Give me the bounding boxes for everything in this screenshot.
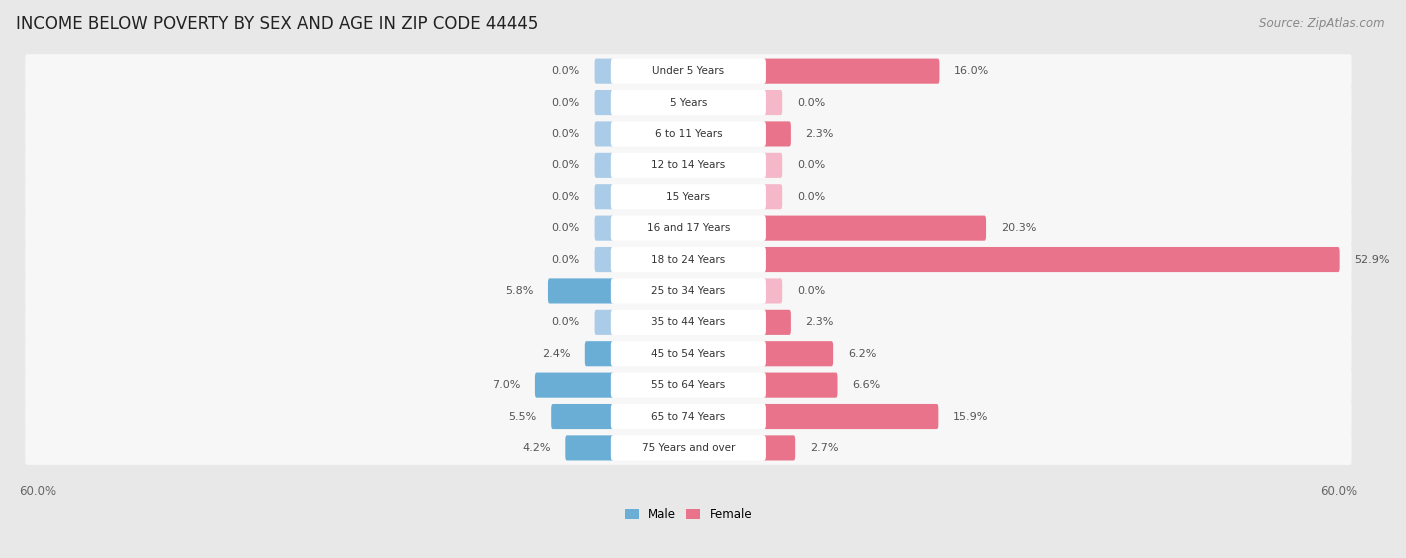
Text: 65 to 74 Years: 65 to 74 Years	[651, 411, 725, 421]
Text: 5.5%: 5.5%	[509, 411, 537, 421]
Text: 2.3%: 2.3%	[806, 129, 834, 139]
FancyBboxPatch shape	[610, 247, 766, 272]
Text: 7.0%: 7.0%	[492, 380, 520, 390]
Text: 18 to 24 Years: 18 to 24 Years	[651, 254, 725, 264]
FancyBboxPatch shape	[595, 247, 614, 272]
FancyBboxPatch shape	[565, 435, 614, 460]
FancyBboxPatch shape	[610, 122, 766, 147]
Legend: Male, Female: Male, Female	[624, 508, 752, 521]
Text: 12 to 14 Years: 12 to 14 Years	[651, 160, 725, 170]
Text: 20.3%: 20.3%	[1001, 223, 1036, 233]
FancyBboxPatch shape	[762, 247, 1340, 272]
Text: Under 5 Years: Under 5 Years	[652, 66, 724, 76]
FancyBboxPatch shape	[610, 435, 766, 460]
FancyBboxPatch shape	[762, 278, 782, 304]
FancyBboxPatch shape	[762, 435, 796, 460]
FancyBboxPatch shape	[762, 215, 986, 240]
Text: 0.0%: 0.0%	[551, 160, 579, 170]
FancyBboxPatch shape	[595, 153, 614, 178]
FancyBboxPatch shape	[595, 59, 614, 84]
FancyBboxPatch shape	[762, 341, 834, 366]
FancyBboxPatch shape	[610, 90, 766, 115]
FancyBboxPatch shape	[762, 153, 782, 178]
FancyBboxPatch shape	[595, 184, 614, 209]
FancyBboxPatch shape	[595, 215, 614, 240]
FancyBboxPatch shape	[25, 368, 1351, 402]
Text: 0.0%: 0.0%	[797, 192, 825, 202]
FancyBboxPatch shape	[25, 243, 1351, 277]
Text: 0.0%: 0.0%	[551, 254, 579, 264]
FancyBboxPatch shape	[762, 122, 790, 147]
FancyBboxPatch shape	[548, 278, 614, 304]
FancyBboxPatch shape	[25, 305, 1351, 339]
Text: 4.2%: 4.2%	[522, 443, 551, 453]
FancyBboxPatch shape	[25, 274, 1351, 308]
Text: 16 and 17 Years: 16 and 17 Years	[647, 223, 730, 233]
Text: 0.0%: 0.0%	[551, 98, 579, 108]
Text: 0.0%: 0.0%	[797, 286, 825, 296]
Text: 55 to 64 Years: 55 to 64 Years	[651, 380, 725, 390]
FancyBboxPatch shape	[25, 431, 1351, 465]
FancyBboxPatch shape	[585, 341, 614, 366]
Text: 0.0%: 0.0%	[551, 129, 579, 139]
Text: 5 Years: 5 Years	[669, 98, 707, 108]
Text: 2.3%: 2.3%	[806, 318, 834, 328]
Text: 15 Years: 15 Years	[666, 192, 710, 202]
FancyBboxPatch shape	[762, 184, 782, 209]
Text: 45 to 54 Years: 45 to 54 Years	[651, 349, 725, 359]
Text: 0.0%: 0.0%	[797, 160, 825, 170]
FancyBboxPatch shape	[25, 211, 1351, 245]
FancyBboxPatch shape	[534, 373, 614, 398]
Text: 6.6%: 6.6%	[852, 380, 880, 390]
Text: 0.0%: 0.0%	[551, 318, 579, 328]
FancyBboxPatch shape	[610, 310, 766, 335]
FancyBboxPatch shape	[610, 184, 766, 209]
Text: 16.0%: 16.0%	[955, 66, 990, 76]
FancyBboxPatch shape	[610, 341, 766, 366]
Text: 0.0%: 0.0%	[551, 192, 579, 202]
FancyBboxPatch shape	[610, 373, 766, 398]
Text: 6 to 11 Years: 6 to 11 Years	[655, 129, 723, 139]
Text: 25 to 34 Years: 25 to 34 Years	[651, 286, 725, 296]
FancyBboxPatch shape	[610, 215, 766, 240]
FancyBboxPatch shape	[595, 90, 614, 115]
FancyBboxPatch shape	[762, 90, 782, 115]
Text: 2.7%: 2.7%	[810, 443, 838, 453]
Text: 0.0%: 0.0%	[797, 98, 825, 108]
FancyBboxPatch shape	[595, 122, 614, 147]
FancyBboxPatch shape	[595, 310, 614, 335]
Text: 52.9%: 52.9%	[1354, 254, 1389, 264]
Text: 15.9%: 15.9%	[953, 411, 988, 421]
FancyBboxPatch shape	[25, 148, 1351, 182]
FancyBboxPatch shape	[25, 400, 1351, 434]
FancyBboxPatch shape	[610, 404, 766, 429]
Text: 35 to 44 Years: 35 to 44 Years	[651, 318, 725, 328]
FancyBboxPatch shape	[762, 373, 838, 398]
FancyBboxPatch shape	[25, 54, 1351, 88]
FancyBboxPatch shape	[25, 337, 1351, 371]
FancyBboxPatch shape	[610, 278, 766, 304]
FancyBboxPatch shape	[762, 59, 939, 84]
Text: 0.0%: 0.0%	[551, 66, 579, 76]
FancyBboxPatch shape	[610, 59, 766, 84]
Text: 75 Years and over: 75 Years and over	[641, 443, 735, 453]
Text: 0.0%: 0.0%	[551, 223, 579, 233]
Text: 2.4%: 2.4%	[541, 349, 571, 359]
FancyBboxPatch shape	[25, 85, 1351, 119]
Text: INCOME BELOW POVERTY BY SEX AND AGE IN ZIP CODE 44445: INCOME BELOW POVERTY BY SEX AND AGE IN Z…	[15, 15, 538, 33]
FancyBboxPatch shape	[25, 117, 1351, 151]
FancyBboxPatch shape	[610, 153, 766, 178]
FancyBboxPatch shape	[25, 180, 1351, 214]
FancyBboxPatch shape	[762, 404, 938, 429]
Text: 5.8%: 5.8%	[505, 286, 533, 296]
Text: Source: ZipAtlas.com: Source: ZipAtlas.com	[1260, 17, 1385, 30]
Text: 6.2%: 6.2%	[848, 349, 876, 359]
FancyBboxPatch shape	[762, 310, 790, 335]
FancyBboxPatch shape	[551, 404, 614, 429]
